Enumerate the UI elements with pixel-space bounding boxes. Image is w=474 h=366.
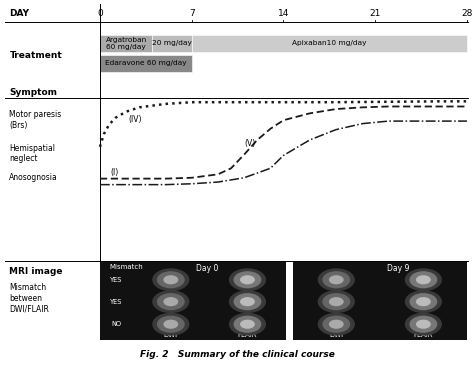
Text: Argatroban
60 mg/day: Argatroban 60 mg/day [106,37,147,50]
Text: 20 mg/day: 20 mg/day [152,40,192,46]
Ellipse shape [416,275,431,284]
Text: DWI: DWI [329,332,343,338]
Ellipse shape [410,271,438,288]
Ellipse shape [157,315,185,333]
Text: Hemispatial
neglect: Hemispatial neglect [9,144,55,163]
Ellipse shape [318,313,355,336]
Ellipse shape [229,313,266,336]
Ellipse shape [410,315,438,333]
Ellipse shape [164,275,178,284]
Text: FLAIR: FLAIR [414,332,433,338]
Ellipse shape [240,297,255,306]
Ellipse shape [164,297,178,306]
Ellipse shape [416,297,431,306]
Ellipse shape [157,271,185,288]
Text: Mismatch: Mismatch [109,264,143,270]
Bar [100,261,286,340]
Ellipse shape [405,268,442,291]
Text: Day 9: Day 9 [387,264,410,273]
Text: Apixaban10 mg/day: Apixaban10 mg/day [292,40,366,46]
Ellipse shape [164,320,178,329]
Text: Mismatch
between
DWI/FLAIR: Mismatch between DWI/FLAIR [9,283,49,313]
Text: 21: 21 [370,8,381,18]
Text: Day 0: Day 0 [196,264,218,273]
Ellipse shape [329,275,344,284]
Ellipse shape [234,271,261,288]
Ellipse shape [410,293,438,310]
Ellipse shape [322,315,350,333]
Text: (V): (V) [244,139,255,148]
Text: Motor paresis
(Brs): Motor paresis (Brs) [9,110,62,130]
Ellipse shape [234,293,261,310]
Ellipse shape [152,268,190,291]
Ellipse shape [318,290,355,313]
Text: DAY: DAY [9,8,29,18]
Text: DWI: DWI [164,332,178,338]
Bar [152,35,191,52]
Text: Treatment: Treatment [9,51,62,60]
Ellipse shape [229,290,266,313]
Text: (IV): (IV) [129,115,142,124]
Text: Anosognosia: Anosognosia [9,173,58,182]
Ellipse shape [152,290,190,313]
Ellipse shape [152,313,190,336]
Text: Edaravone 60 mg/day: Edaravone 60 mg/day [105,60,187,66]
Ellipse shape [240,275,255,284]
Text: Symptom: Symptom [9,89,57,97]
Text: (I): (I) [110,168,118,177]
Text: FLAIR: FLAIR [237,332,257,338]
Text: YES: YES [110,299,122,305]
Ellipse shape [318,268,355,291]
Ellipse shape [329,297,344,306]
Text: 0: 0 [97,8,103,18]
Text: 14: 14 [278,8,289,18]
Bar [100,35,152,52]
Bar [100,55,191,72]
Text: 7: 7 [189,8,195,18]
Bar [191,35,467,52]
Ellipse shape [322,293,350,310]
Text: NO: NO [111,321,121,327]
Ellipse shape [329,320,344,329]
Ellipse shape [322,271,350,288]
Ellipse shape [234,315,261,333]
Ellipse shape [405,313,442,336]
Text: MRI image: MRI image [9,267,63,276]
Ellipse shape [240,320,255,329]
Text: YES: YES [110,277,122,283]
Ellipse shape [157,293,185,310]
Ellipse shape [229,268,266,291]
Text: 28: 28 [461,8,473,18]
Bar [293,261,467,340]
Text: Fig. 2   Summary of the clinical course: Fig. 2 Summary of the clinical course [139,351,335,359]
Ellipse shape [405,290,442,313]
Ellipse shape [416,320,431,329]
